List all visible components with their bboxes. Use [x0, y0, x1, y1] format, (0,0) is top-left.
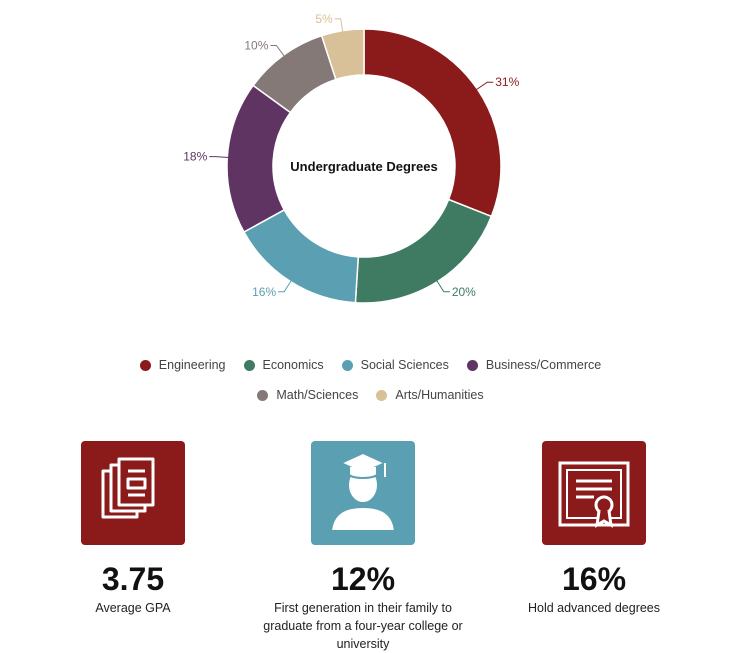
legend-item: Economics — [243, 358, 324, 372]
legend-label: Math/Sciences — [276, 388, 359, 402]
leader-line — [435, 279, 450, 293]
legend-label: Social Sciences — [360, 358, 449, 372]
legend-row-1: Engineering Economics Social Sciences Bu… — [0, 358, 741, 372]
graduate-icon — [329, 451, 397, 532]
donut-slice-arts-humanities — [320, 28, 365, 81]
certificate-icon — [558, 461, 630, 528]
legend-item: Social Sciences — [341, 358, 449, 372]
stat-caption: Average GPA — [95, 601, 171, 615]
stat-gpa: 3.75 Average GPA — [33, 441, 233, 617]
leader-line — [334, 18, 344, 33]
stat-value: 3.75 — [101, 561, 165, 597]
stat-first-generation: 12% First generation in their family to … — [263, 441, 463, 653]
legend-swatch — [139, 359, 151, 371]
leader-line — [475, 81, 494, 91]
data-label: 20% — [452, 285, 476, 299]
stat-caption: First generation in their family to grad… — [263, 601, 463, 651]
donut-chart: 31% 20% 16% 18% 10% 5% Undergraduate Degrees — [183, 12, 520, 304]
leader-line — [270, 44, 286, 58]
legend-swatch — [257, 389, 269, 401]
data-label: 5% — [315, 12, 333, 26]
legend-row-2: Math/Sciences Arts/Humanities — [0, 388, 741, 402]
legend-item: Business/Commerce — [466, 358, 602, 372]
legend-item: Math/Sciences — [257, 388, 358, 402]
data-label: 10% — [244, 38, 268, 52]
legend-label: Arts/Humanities — [395, 388, 484, 402]
legend-label: Engineering — [158, 358, 226, 372]
legend-item: Engineering — [139, 358, 226, 372]
stat-tile — [542, 441, 646, 545]
donut-slice-business-commerce — [226, 84, 292, 234]
stat-advanced-degrees: 16% Hold advanced degrees — [494, 441, 694, 617]
legend-swatch — [341, 359, 353, 371]
stat-value: 16% — [561, 561, 627, 597]
stat-caption: Hold advanced degrees — [527, 601, 661, 615]
legend-item: Arts/Humanities — [376, 388, 484, 402]
legend-label: Business/Commerce — [485, 358, 602, 372]
legend-swatch — [376, 389, 388, 401]
stat-tile — [81, 441, 185, 545]
leader-line — [209, 156, 230, 159]
leader-line — [278, 279, 293, 293]
stat-tile — [311, 441, 415, 545]
legend-label: Economics — [262, 358, 324, 372]
donut-slice-engineering — [363, 28, 502, 218]
data-label: 16% — [252, 285, 276, 299]
data-label: 31% — [495, 75, 519, 89]
books-icon — [101, 457, 155, 519]
chart-title: Undergraduate Degrees — [290, 159, 437, 174]
legend-swatch — [243, 359, 255, 371]
data-label: 18% — [183, 150, 207, 164]
stat-value: 12% — [330, 561, 396, 597]
legend-swatch — [466, 359, 478, 371]
